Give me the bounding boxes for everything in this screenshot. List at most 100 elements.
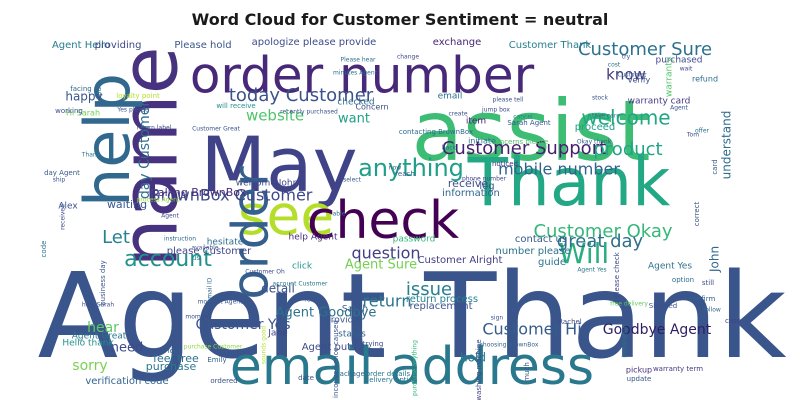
word: feel free xyxy=(153,352,199,365)
word: Customer Oh xyxy=(245,269,285,276)
word: back xyxy=(442,145,457,152)
word: Customer xyxy=(617,72,647,79)
word: Sarah xyxy=(342,305,368,315)
word: BrownBox Customer xyxy=(150,186,313,205)
word: detail xyxy=(261,282,295,296)
word: apologize please provide xyxy=(252,37,377,48)
word: Agent Hello xyxy=(52,40,110,51)
word: mobile number xyxy=(498,160,620,179)
word: confirm xyxy=(689,295,716,303)
word: still xyxy=(702,279,714,287)
word: option xyxy=(672,276,694,284)
word: package xyxy=(335,370,365,378)
word: purchased xyxy=(655,56,702,66)
word: update xyxy=(627,375,652,383)
word: warranty xyxy=(665,56,675,97)
word: Agent xyxy=(670,105,688,112)
word: hold xyxy=(460,351,486,365)
word: log xyxy=(479,181,494,192)
word: provide xyxy=(325,316,359,326)
word: Customer Okay xyxy=(533,221,672,242)
word: concerns please xyxy=(492,138,549,146)
word: refund xyxy=(692,75,718,84)
word: today Customer xyxy=(229,85,374,106)
word: exchange xyxy=(433,37,482,48)
word: purchase anything xyxy=(412,340,419,396)
word: recently purchased xyxy=(280,109,338,116)
word: Please hear xyxy=(340,57,376,64)
word: jump box xyxy=(481,107,510,114)
word: correct xyxy=(693,201,701,226)
word: follow xyxy=(703,307,721,314)
word: Hello thank xyxy=(62,339,114,349)
word: issue xyxy=(406,279,452,300)
word: us xyxy=(192,254,200,262)
word: Agent Yes xyxy=(577,267,606,274)
word: Will xyxy=(559,237,609,270)
word: assist xyxy=(411,82,650,180)
word: Sarah Agent xyxy=(507,119,551,127)
word: checked xyxy=(337,98,374,108)
word: question xyxy=(351,244,420,263)
word: contact us xyxy=(515,234,567,245)
word: sign xyxy=(491,315,504,322)
word: name xyxy=(105,46,195,267)
word: Agent Goodbye xyxy=(276,306,377,321)
word: verify xyxy=(628,76,651,85)
word: minutes Agent xyxy=(333,70,378,77)
word: delivery option xyxy=(365,376,417,384)
word: verification code xyxy=(85,376,168,387)
word: select xyxy=(343,177,361,184)
word: change xyxy=(397,54,419,61)
word: receive xyxy=(448,177,488,190)
word: code xyxy=(40,241,48,258)
word: Please hold xyxy=(174,40,231,51)
word: Concern xyxy=(355,103,388,112)
word: wait xyxy=(680,66,693,73)
word: Agent Great xyxy=(72,332,127,342)
word: warranty term xyxy=(653,365,703,373)
word: date xyxy=(298,374,314,382)
word: Customer Yes xyxy=(195,317,290,333)
word: product xyxy=(593,139,662,160)
word: Shipped xyxy=(649,302,677,310)
word: Tom xyxy=(686,132,699,139)
word: loyalty point xyxy=(116,92,160,100)
word: warranty card xyxy=(628,97,691,107)
word: Okay thank xyxy=(577,139,612,146)
word: need xyxy=(111,341,144,356)
word: welcome John xyxy=(236,179,299,189)
word: sounds good xyxy=(261,326,268,364)
word: status xyxy=(338,330,366,340)
word: return label xyxy=(137,125,172,132)
word: Customer Sure xyxy=(578,39,712,60)
word: please Customer xyxy=(167,246,252,257)
word: Agent Thank xyxy=(37,247,786,385)
word: providing xyxy=(95,40,142,51)
word: understand xyxy=(720,111,734,180)
word: return process xyxy=(406,294,478,305)
word: Jane xyxy=(267,329,288,339)
word: order number xyxy=(190,47,535,105)
word: purchase Customer xyxy=(184,344,243,351)
word: calling BrownBox xyxy=(152,186,247,199)
word: card xyxy=(711,159,719,174)
word: Let xyxy=(102,227,130,248)
word: instruction xyxy=(164,236,196,243)
word: Agent Yes xyxy=(648,262,692,272)
word: hesitate xyxy=(207,238,244,248)
word: day Agent xyxy=(44,169,80,177)
word: Agent Sure xyxy=(345,258,417,273)
chart-title: Word Cloud for Customer Sentiment = neut… xyxy=(191,10,609,29)
word: installation xyxy=(622,324,629,357)
word: order details xyxy=(366,370,411,378)
word: guide xyxy=(538,257,566,268)
word: free delivery xyxy=(610,301,648,308)
word: day Customer xyxy=(137,101,153,199)
word: received xyxy=(60,204,67,230)
word: want xyxy=(338,112,370,127)
word: waiting xyxy=(107,198,147,211)
word: noticed xyxy=(492,160,518,168)
word: proceed xyxy=(575,122,616,133)
